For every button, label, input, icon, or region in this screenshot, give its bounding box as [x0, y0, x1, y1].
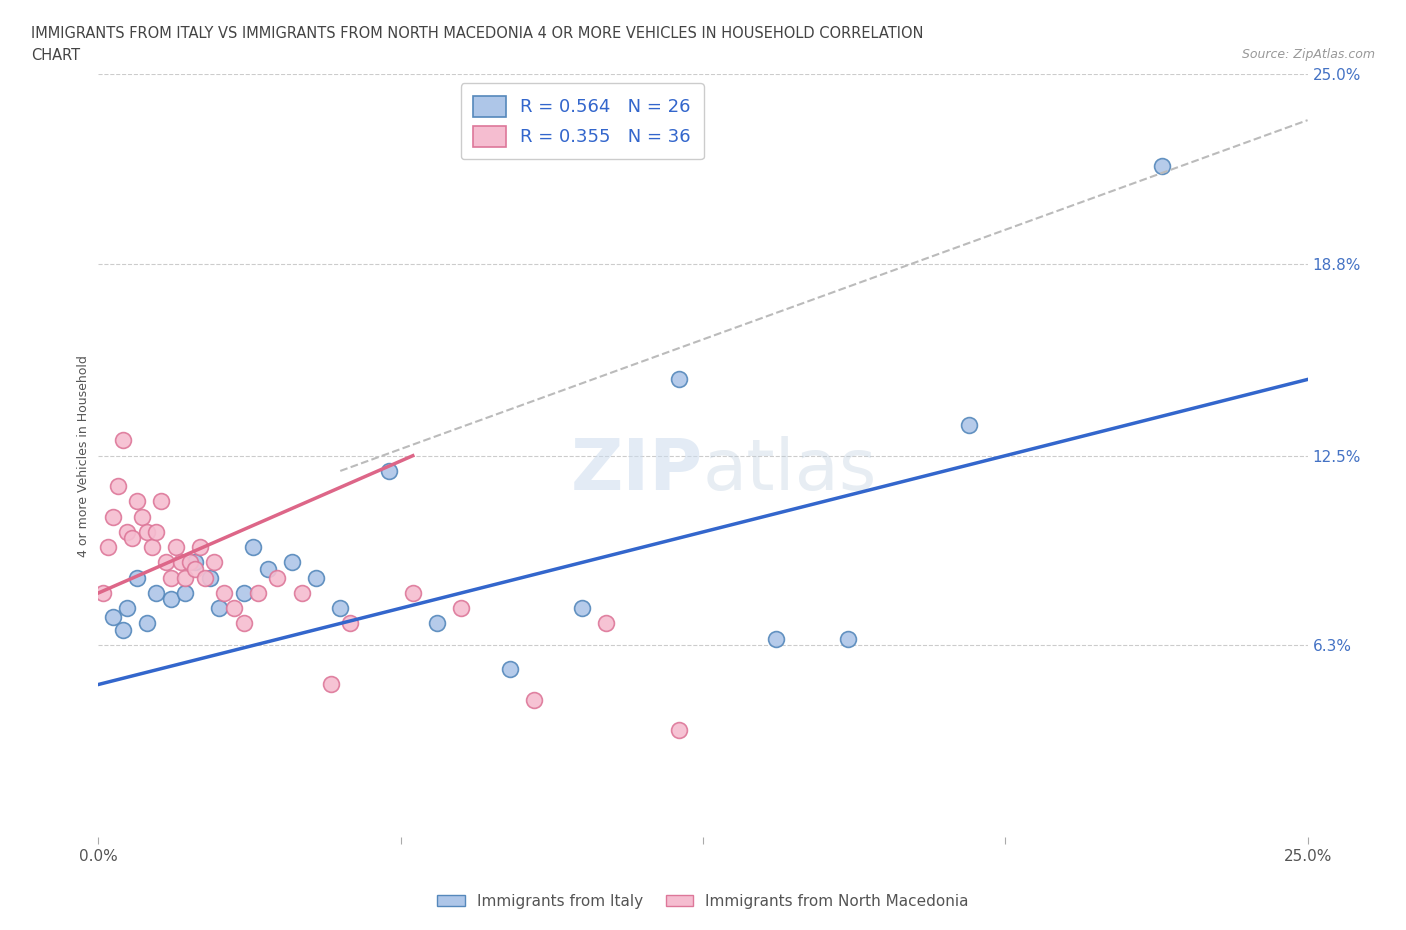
Legend: R = 0.564   N = 26, R = 0.355   N = 36: R = 0.564 N = 26, R = 0.355 N = 36 [461, 84, 703, 159]
Point [498, 662, 520, 677]
Point [117, 601, 139, 616]
Text: Source: ZipAtlas.com: Source: ZipAtlas.com [1241, 48, 1375, 61]
Point [450, 601, 472, 616]
Point [232, 586, 254, 601]
Point [266, 570, 288, 585]
Point [127, 494, 149, 509]
Point [145, 586, 167, 601]
Point [131, 510, 153, 525]
Point [339, 616, 361, 631]
Point [101, 610, 124, 625]
Point [160, 570, 183, 585]
Point [523, 692, 546, 707]
Point [290, 586, 312, 601]
Point [174, 570, 197, 585]
Point [111, 433, 134, 448]
Point [208, 601, 231, 616]
Point [377, 463, 399, 478]
Point [329, 601, 352, 616]
Text: IMMIGRANTS FROM ITALY VS IMMIGRANTS FROM NORTH MACEDONIA 4 OR MORE VEHICLES IN H: IMMIGRANTS FROM ITALY VS IMMIGRANTS FROM… [31, 26, 924, 41]
Point [135, 525, 157, 539]
Point [127, 570, 149, 585]
Point [97, 539, 120, 554]
Point [247, 586, 270, 601]
Point [91, 586, 114, 601]
Point [188, 539, 211, 554]
Text: ZIP: ZIP [571, 436, 703, 505]
Point [111, 622, 134, 637]
Point [305, 570, 328, 585]
Point [169, 555, 191, 570]
Point [212, 586, 235, 601]
Legend: Immigrants from Italy, Immigrants from North Macedonia: Immigrants from Italy, Immigrants from N… [430, 888, 976, 915]
Point [198, 570, 221, 585]
Text: CHART: CHART [31, 48, 80, 63]
Point [184, 561, 207, 576]
Point [426, 616, 449, 631]
Point [150, 494, 173, 509]
Point [184, 555, 207, 570]
Point [160, 591, 183, 606]
Point [101, 510, 124, 525]
Point [668, 723, 690, 737]
Point [204, 555, 226, 570]
Point [256, 561, 278, 576]
Point [957, 418, 980, 432]
Y-axis label: 4 or more Vehicles in Household: 4 or more Vehicles in Household [77, 354, 90, 557]
Point [571, 601, 593, 616]
Point [242, 539, 264, 554]
Text: atlas: atlas [703, 436, 877, 505]
Point [402, 586, 425, 601]
Point [155, 555, 177, 570]
Point [179, 555, 201, 570]
Point [1152, 158, 1174, 173]
Point [121, 531, 143, 546]
Point [165, 539, 187, 554]
Point [145, 525, 167, 539]
Point [595, 616, 617, 631]
Point [668, 372, 690, 387]
Point [107, 479, 129, 494]
Point [281, 555, 304, 570]
Point [765, 631, 787, 646]
Point [194, 570, 217, 585]
Point [222, 601, 245, 616]
Point [141, 539, 163, 554]
Point [135, 616, 157, 631]
Point [319, 677, 342, 692]
Point [174, 586, 197, 601]
Point [117, 525, 139, 539]
Point [232, 616, 254, 631]
Point [837, 631, 859, 646]
